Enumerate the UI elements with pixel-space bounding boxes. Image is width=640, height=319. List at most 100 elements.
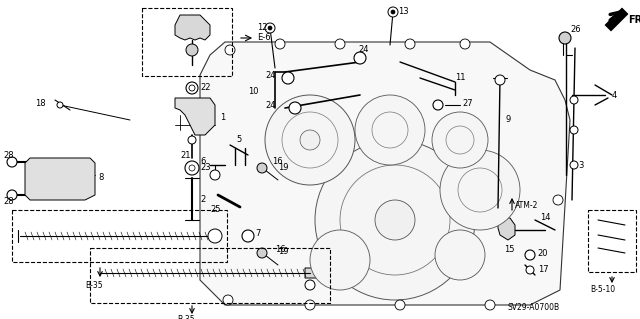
Text: 23: 23: [200, 164, 211, 173]
Text: 20: 20: [537, 249, 547, 257]
Circle shape: [354, 52, 366, 64]
Bar: [142, 8, 232, 76]
Circle shape: [305, 280, 315, 290]
Text: 26: 26: [570, 26, 580, 34]
Text: 24: 24: [265, 101, 275, 110]
Polygon shape: [498, 218, 515, 240]
Text: 28: 28: [3, 151, 13, 160]
Circle shape: [435, 230, 485, 280]
Text: 8: 8: [98, 174, 104, 182]
Circle shape: [242, 230, 254, 242]
Circle shape: [310, 230, 370, 290]
Text: 9: 9: [505, 115, 510, 124]
Circle shape: [570, 96, 578, 104]
Text: 12: 12: [257, 24, 268, 33]
Text: 2: 2: [200, 196, 205, 204]
Circle shape: [432, 112, 488, 168]
Circle shape: [388, 7, 398, 17]
Text: 25: 25: [210, 205, 221, 214]
Polygon shape: [175, 98, 215, 135]
Circle shape: [7, 157, 17, 167]
Text: 18: 18: [35, 99, 45, 108]
Text: B-35: B-35: [177, 315, 195, 319]
Circle shape: [282, 72, 294, 84]
Text: 15: 15: [504, 246, 515, 255]
Circle shape: [7, 190, 17, 200]
Circle shape: [268, 26, 272, 30]
Circle shape: [305, 300, 315, 310]
Text: 4: 4: [612, 91, 617, 100]
Text: 3: 3: [578, 160, 584, 169]
Text: 21: 21: [180, 151, 191, 160]
Circle shape: [265, 95, 355, 185]
Circle shape: [57, 102, 63, 108]
Polygon shape: [25, 158, 95, 200]
Circle shape: [485, 300, 495, 310]
Circle shape: [315, 140, 475, 300]
Text: 14: 14: [540, 213, 550, 222]
Circle shape: [391, 10, 395, 14]
Circle shape: [440, 150, 520, 230]
Polygon shape: [200, 42, 570, 305]
Circle shape: [188, 136, 196, 144]
Text: 1: 1: [220, 114, 225, 122]
Circle shape: [446, 126, 474, 154]
Circle shape: [208, 229, 222, 243]
Circle shape: [335, 39, 345, 49]
Text: 24: 24: [358, 46, 369, 55]
Text: 6: 6: [200, 158, 205, 167]
Text: ATM-2: ATM-2: [515, 201, 538, 210]
Bar: [588, 210, 636, 272]
Circle shape: [495, 75, 505, 85]
Circle shape: [355, 95, 425, 165]
Circle shape: [570, 126, 578, 134]
Circle shape: [225, 45, 235, 55]
Circle shape: [300, 130, 320, 150]
Text: 24: 24: [265, 71, 275, 80]
Circle shape: [265, 23, 275, 33]
Circle shape: [559, 32, 571, 44]
Text: 16: 16: [272, 158, 283, 167]
Text: 17: 17: [538, 265, 548, 275]
Circle shape: [289, 102, 301, 114]
Circle shape: [189, 165, 195, 171]
Circle shape: [186, 44, 198, 56]
Text: 22: 22: [200, 84, 211, 93]
Text: 19: 19: [278, 248, 289, 256]
Text: FR.: FR.: [628, 15, 640, 25]
Circle shape: [553, 195, 563, 205]
Circle shape: [275, 39, 285, 49]
Text: 11: 11: [455, 73, 465, 83]
Circle shape: [570, 161, 578, 169]
Text: SV29-A0700B: SV29-A0700B: [508, 303, 560, 313]
Circle shape: [395, 300, 405, 310]
Circle shape: [210, 170, 220, 180]
Circle shape: [405, 39, 415, 49]
Circle shape: [458, 168, 502, 212]
Text: 19: 19: [278, 162, 289, 172]
Text: 13: 13: [398, 8, 408, 17]
Polygon shape: [305, 268, 325, 278]
Circle shape: [223, 295, 233, 305]
Polygon shape: [175, 15, 210, 40]
Circle shape: [185, 161, 199, 175]
Circle shape: [257, 163, 267, 173]
Circle shape: [340, 165, 450, 275]
Circle shape: [526, 266, 534, 274]
Circle shape: [433, 100, 443, 110]
Text: 27: 27: [462, 99, 472, 108]
Text: B-5-10: B-5-10: [590, 286, 615, 294]
Circle shape: [282, 112, 338, 168]
Text: 7: 7: [255, 229, 260, 239]
Text: 16: 16: [275, 246, 285, 255]
Text: E-6: E-6: [257, 33, 271, 42]
Text: B-35: B-35: [85, 281, 102, 291]
Circle shape: [375, 200, 415, 240]
Bar: [90, 248, 330, 303]
Circle shape: [525, 250, 535, 260]
Circle shape: [460, 39, 470, 49]
Circle shape: [372, 112, 408, 148]
Polygon shape: [605, 8, 628, 31]
Text: 5: 5: [236, 136, 241, 145]
Circle shape: [189, 85, 195, 91]
